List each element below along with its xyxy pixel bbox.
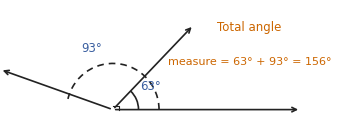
Text: 63°: 63° bbox=[141, 80, 161, 93]
Text: 93°: 93° bbox=[81, 42, 102, 55]
Text: Total angle: Total angle bbox=[218, 21, 282, 34]
Text: measure = 63° + 93° = 156°: measure = 63° + 93° = 156° bbox=[168, 57, 331, 67]
